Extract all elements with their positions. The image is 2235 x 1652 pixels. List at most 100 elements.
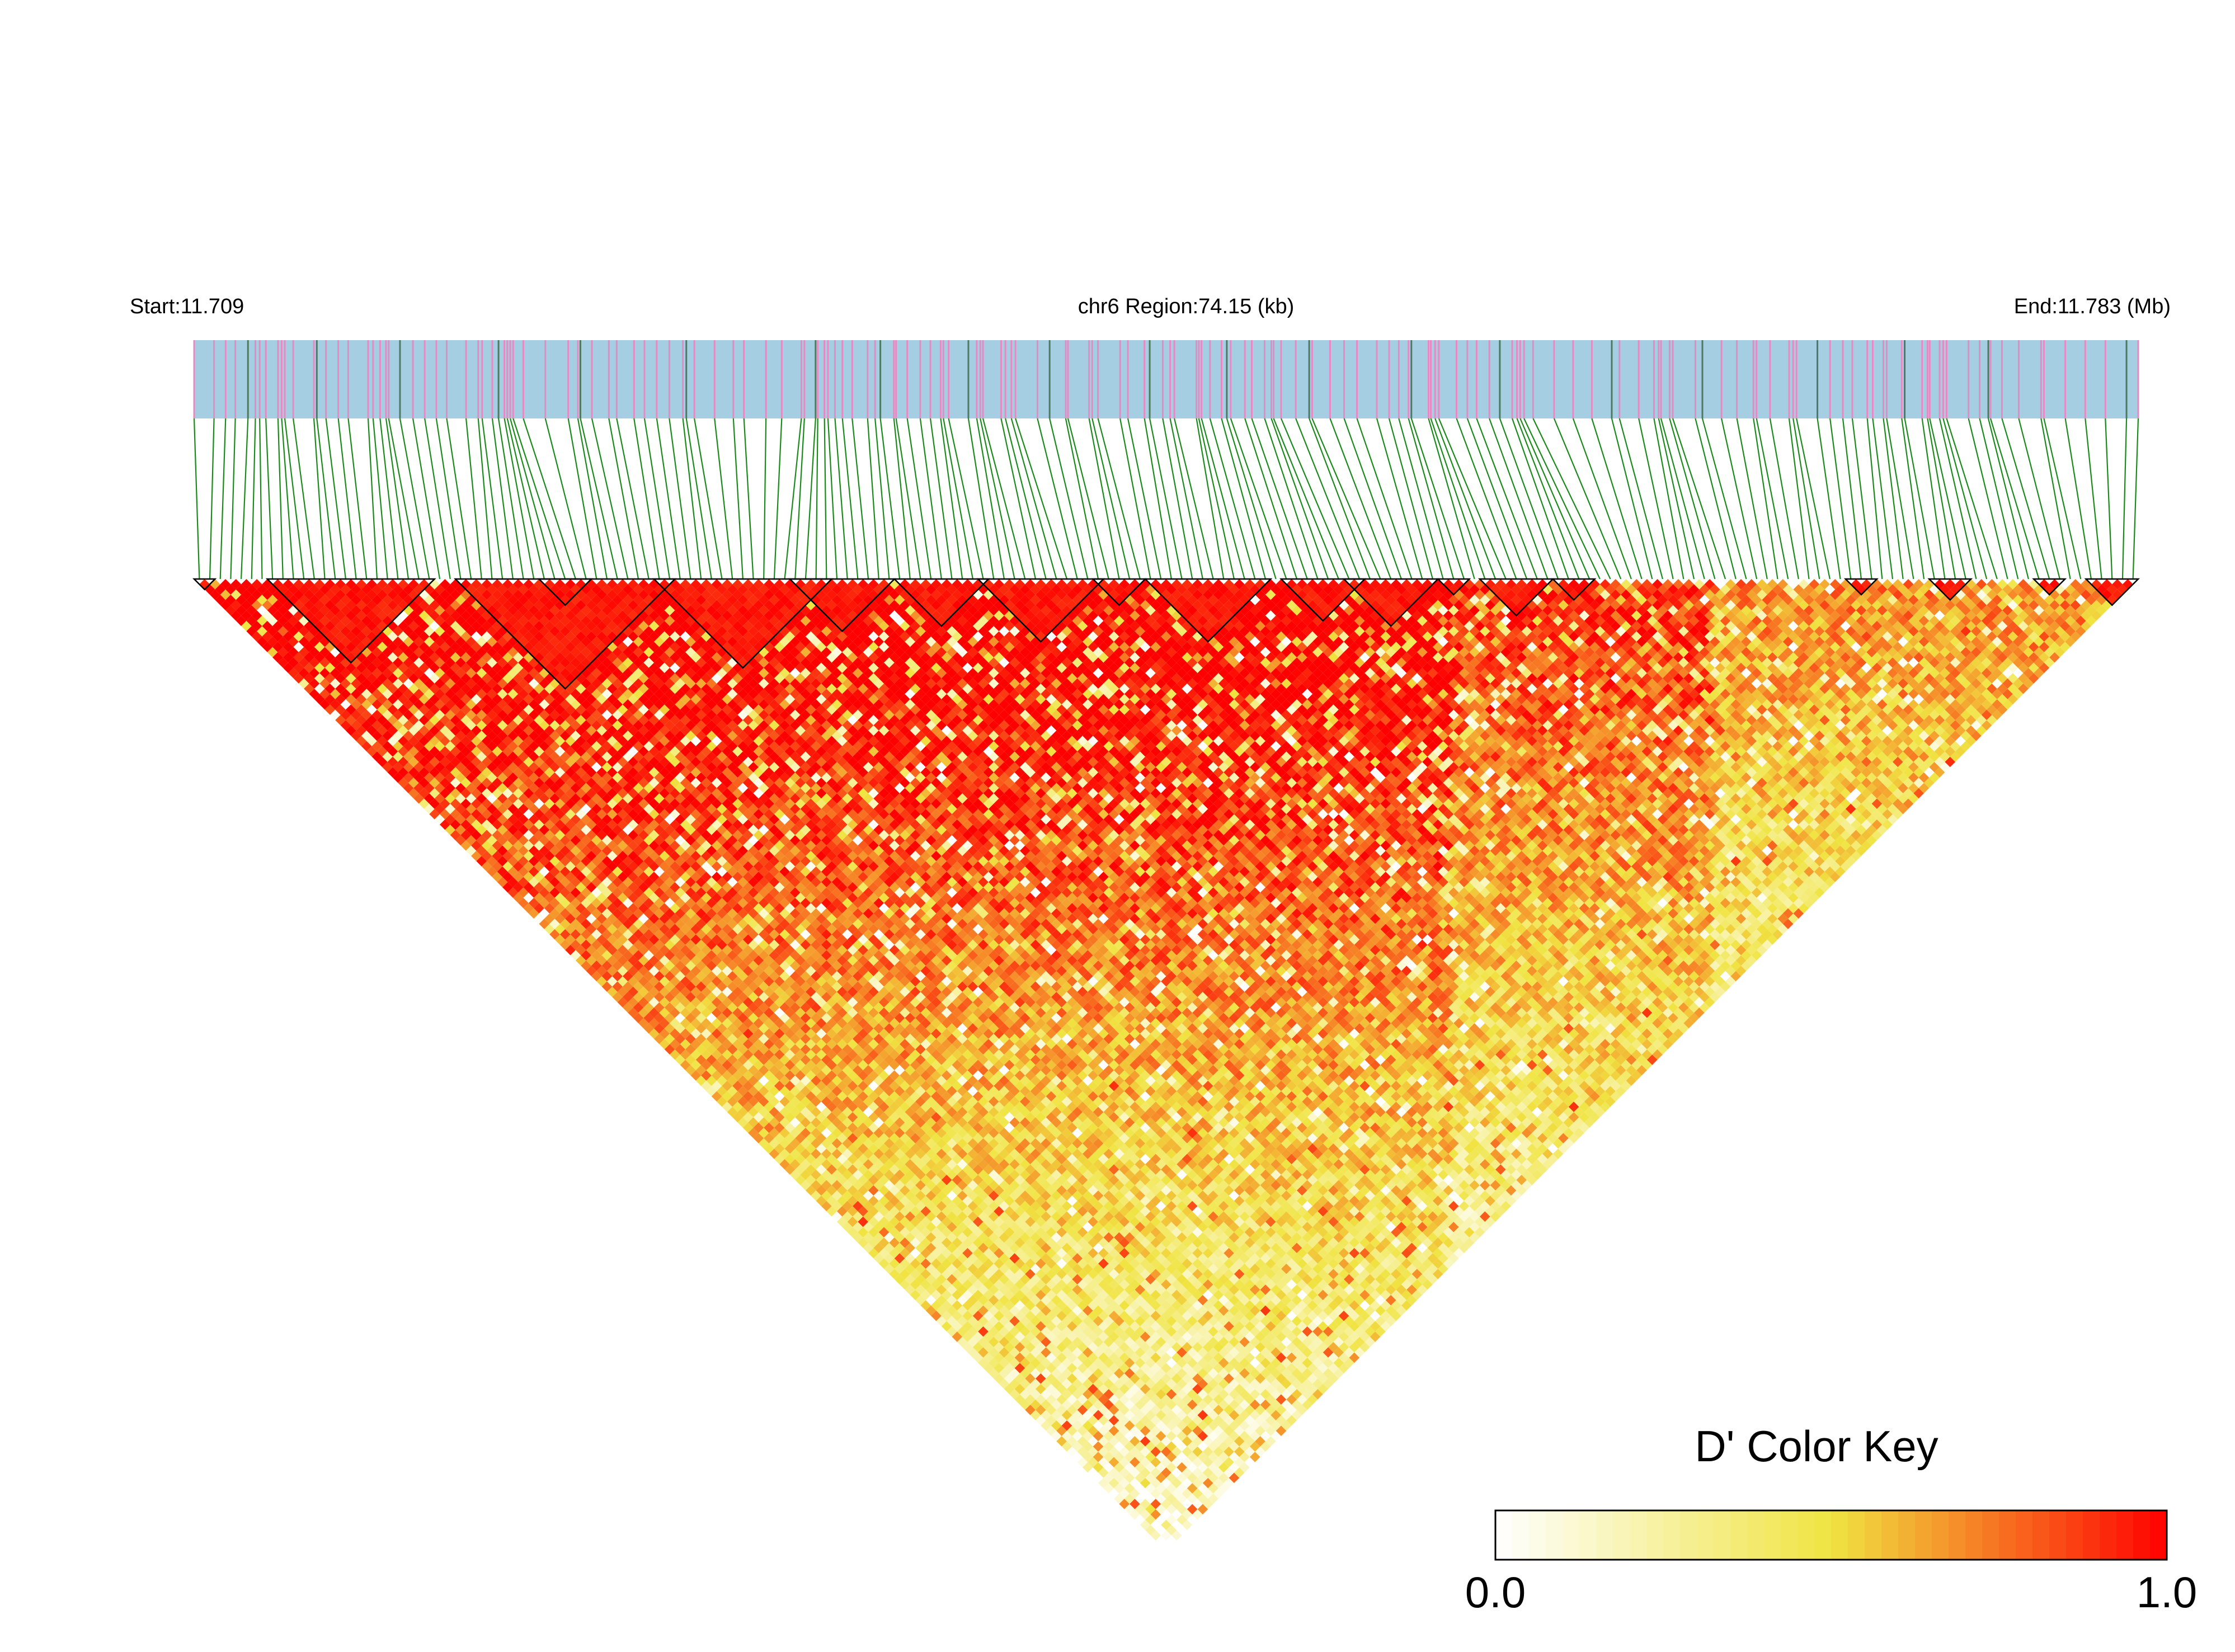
ld-cell: [988, 1284, 999, 1295]
ld-cell: [1004, 1352, 1015, 1363]
ld-cell: [1061, 1441, 1072, 1452]
ld-cell: [978, 1336, 989, 1348]
ld-cell: [314, 589, 325, 600]
ld-cell: [591, 971, 602, 982]
ld-cell: [1098, 1425, 1109, 1436]
ld-cell: [889, 1258, 900, 1269]
ld-cell: [413, 709, 425, 721]
ld-cell: [591, 877, 602, 888]
ld-cell: [471, 736, 482, 746]
ld-cell: [434, 751, 445, 762]
ld-cell: [445, 793, 456, 804]
ld-cell: [910, 1206, 921, 1217]
ld-cell: [215, 595, 226, 605]
ld-cell: [534, 892, 544, 903]
ld-cell: [1035, 1342, 1046, 1353]
ld-cell: [523, 819, 534, 830]
ld-cell: [1009, 1316, 1020, 1326]
ld-cell: [1004, 1279, 1015, 1290]
ld-cell: [863, 1180, 874, 1190]
ld-cell: [440, 809, 450, 820]
ld-cell: [1135, 1483, 1146, 1494]
ld-cell: [366, 652, 377, 663]
ld-cell: [314, 610, 325, 621]
ld-cell: [722, 1060, 733, 1071]
ld-cell: [795, 1154, 806, 1165]
snp-connector: [948, 418, 984, 580]
ld-cell: [1114, 1472, 1124, 1484]
ld-cell: [863, 1201, 874, 1212]
ld-cell: [889, 1216, 900, 1227]
ld-cell: [701, 1060, 712, 1071]
ld-cell: [764, 1091, 774, 1102]
ld-cell: [251, 610, 262, 621]
ld-cell: [591, 897, 602, 909]
ld-cell: [476, 845, 487, 856]
ld-cell: [774, 1154, 785, 1165]
ld-cell: [298, 636, 309, 647]
ld-cell: [1140, 1425, 1151, 1436]
ld-cell: [1056, 1352, 1067, 1363]
ld-cell: [826, 1174, 837, 1185]
ld-cell: [727, 1023, 738, 1034]
ld-cell: [978, 1242, 989, 1254]
snp-connector: [919, 418, 942, 580]
ld-cell: [727, 991, 738, 1003]
ld-cell: [413, 678, 425, 689]
ld-cell: [1135, 1472, 1146, 1484]
snp-connector: [251, 418, 256, 580]
ld-cell: [884, 1263, 895, 1274]
ld-cell: [764, 1070, 774, 1081]
ld-cell: [884, 1169, 895, 1180]
ld-cell: [910, 1185, 921, 1196]
ld-cell: [947, 1326, 957, 1337]
ld-cell: [210, 579, 220, 590]
ld-cell: [335, 600, 346, 611]
ld-cell: [748, 1023, 759, 1034]
ld-cell: [586, 924, 597, 935]
ld-cell: [685, 971, 696, 982]
ld-cell: [549, 919, 560, 929]
ld-cell: [246, 595, 257, 605]
ld-cell: [377, 704, 388, 715]
ld-cell: [873, 1149, 884, 1159]
ld-cell: [962, 1289, 973, 1301]
ld-cell: [377, 673, 388, 684]
ld-cell: [1004, 1289, 1015, 1301]
ld-cell: [445, 720, 456, 731]
ld-cell: [905, 1242, 916, 1254]
snp-connector: [1929, 418, 1966, 580]
ld-cell: [795, 1080, 806, 1091]
ld-cell: [805, 1174, 816, 1185]
snp-connector: [1736, 418, 1768, 580]
ld-cell: [293, 589, 304, 600]
ld-cell: [1124, 1410, 1135, 1420]
ld-cell: [392, 678, 403, 689]
snp-connector: [1209, 418, 1256, 580]
ld-cell: [748, 1107, 759, 1118]
ld-cell: [1056, 1436, 1067, 1447]
ld-cell: [471, 756, 482, 768]
ld-cell: [1103, 1368, 1114, 1379]
snp-connector: [1329, 418, 1392, 580]
ld-cell: [910, 1269, 921, 1279]
ld-cell: [408, 767, 419, 778]
ld-cell: [1061, 1357, 1072, 1368]
ld-cell: [753, 1049, 764, 1060]
ld-cell: [988, 1295, 999, 1306]
ld-cell: [784, 1154, 796, 1165]
ld-cell: [1093, 1368, 1104, 1379]
ld-cell: [335, 683, 346, 694]
ld-cell: [1083, 1368, 1093, 1379]
ld-cell: [497, 825, 508, 835]
ld-cell: [272, 631, 283, 642]
ld-cell: [748, 1096, 759, 1107]
ld-cell: [465, 825, 477, 835]
ld-cell: [831, 1159, 843, 1170]
ld-cell: [1182, 1446, 1193, 1457]
ld-cell: [340, 636, 351, 647]
ld-cell: [957, 1242, 968, 1254]
ld-cell: [1083, 1430, 1093, 1442]
ld-cell: [795, 1070, 806, 1081]
ld-cell: [1025, 1289, 1036, 1301]
